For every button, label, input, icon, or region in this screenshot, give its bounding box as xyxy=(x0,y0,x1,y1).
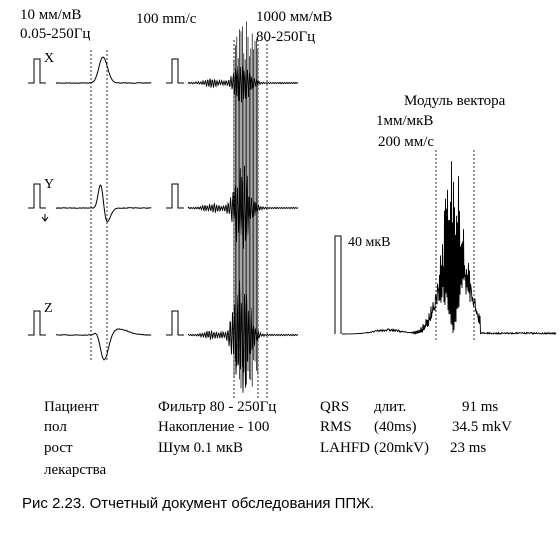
filter-info-line3: Шум 0.1 мкВ xyxy=(158,440,243,456)
cal-pulse-left-y xyxy=(28,183,46,209)
patient-field-name: Пациент xyxy=(44,399,99,415)
cal-pulse-mid-z xyxy=(166,310,184,336)
lead-trace-left-z xyxy=(55,328,152,361)
left-scale-line1: 10 мм/мВ xyxy=(20,7,82,23)
marker-arrow-icon xyxy=(41,214,49,222)
filter-info-line1: Фильтр 80 - 250Гц xyxy=(158,399,277,415)
cal-pulse-left-z xyxy=(28,310,46,336)
filter-info-line2: Накопление - 100 xyxy=(158,419,270,435)
patient-field-sex: пол xyxy=(44,419,67,435)
patient-field-drugs: лекарства xyxy=(44,462,107,478)
result-param-rms: (40ms) xyxy=(374,419,417,435)
cal-pulse-mid-x xyxy=(166,58,184,84)
hf-lead-traces xyxy=(166,21,299,393)
cal-pulse-mid-y xyxy=(166,183,184,209)
vector-scale-line1: 1мм/мкВ xyxy=(376,113,434,129)
lead-label-x: X xyxy=(44,51,55,66)
result-label-qrs: QRS xyxy=(320,399,350,415)
vector-scale-line2: 200 мм/с xyxy=(378,134,435,150)
left-lead-traces xyxy=(28,56,152,361)
speed-label: 100 mm/c xyxy=(136,11,197,27)
hf-scale-line2: 80-250Гц xyxy=(256,29,316,45)
lead-trace-mid-y xyxy=(187,165,299,249)
lead-trace-mid-z xyxy=(187,280,298,393)
vector-trace xyxy=(342,161,557,336)
result-param-qrs: длит. xyxy=(374,399,407,415)
lead-trace-mid-x xyxy=(187,65,299,103)
lead-label-z: Z xyxy=(44,301,53,316)
hf-scale-line1: 1000 мм/мВ xyxy=(256,9,333,25)
result-label-lahfd: LAHFD xyxy=(320,440,371,456)
result-value-qrs: 91 ms xyxy=(462,399,499,415)
cal-pulse-vector xyxy=(334,235,342,334)
lead-trace-left-y xyxy=(55,184,152,223)
result-value-lahfd: 23 ms xyxy=(450,440,487,456)
calibration-label: 40 мкВ xyxy=(348,235,391,250)
patient-field-height: рост xyxy=(44,440,73,456)
figure-caption: Рис 2.23. Отчетный документ обследования… xyxy=(22,495,375,512)
vector-title: Модуль вектора xyxy=(404,93,506,109)
vector-magnitude-trace xyxy=(334,161,557,336)
lead-label-y: Y xyxy=(44,177,55,192)
result-value-rms: 34.5 mkV xyxy=(452,419,512,435)
lead-trace-left-x xyxy=(55,56,152,84)
dotted-markers xyxy=(90,40,475,400)
cal-pulse-left-x xyxy=(28,58,46,84)
result-param-lahfd: (20mkV) xyxy=(374,440,429,456)
result-label-rms: RMS xyxy=(320,419,352,435)
left-scale-line2: 0.05-250Гц xyxy=(20,26,91,42)
